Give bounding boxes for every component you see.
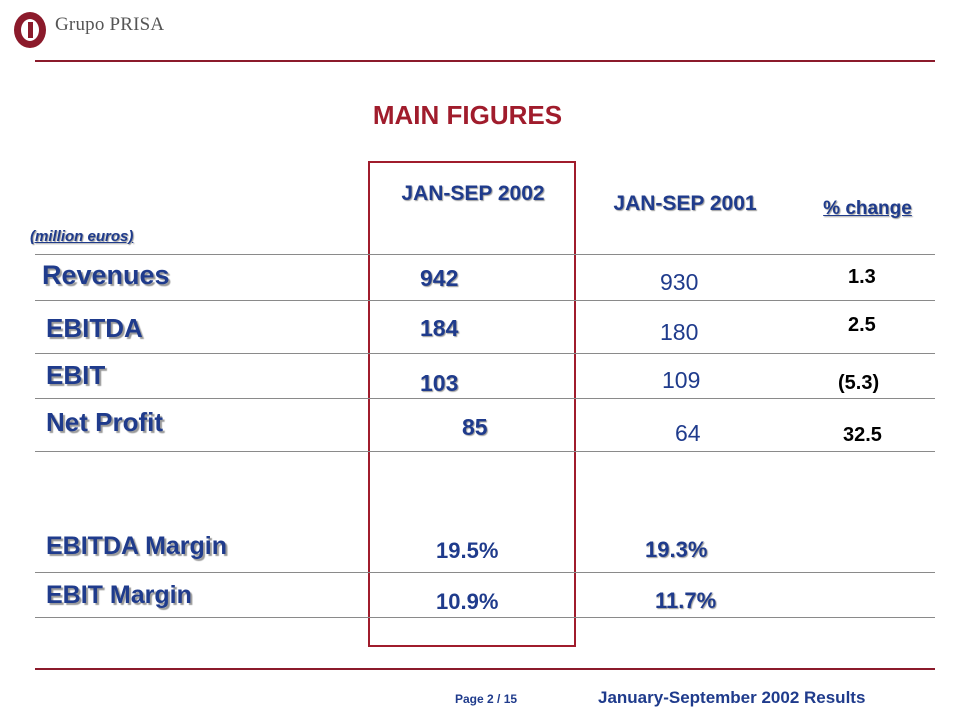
page-title: MAIN FIGURES [372, 100, 563, 130]
ebit-2002-value: 103 [420, 370, 459, 396]
row-label-revenues: Revenues [42, 260, 170, 290]
ebitda-margin-2002-value: 19.5% [436, 538, 499, 563]
brand-name: Grupo PRISA [55, 14, 165, 35]
row-label-ebit-margin: EBIT Margin [46, 581, 192, 609]
column-header-change: % change [823, 198, 912, 219]
revenues-2002-value: 942 [420, 265, 459, 291]
row-label-ebitda: EBITDA [46, 313, 143, 343]
footer-divider [35, 668, 935, 670]
ebitda-2002-value: 184 [420, 315, 459, 341]
row-divider [35, 398, 935, 399]
footer-report-title: January-September 2002 Results [598, 688, 866, 707]
revenues-2001-value: 930 [660, 269, 699, 295]
ebit-change-value: (5.3) [838, 372, 880, 394]
row-label-ebitda-margin: EBITDA Margin [46, 532, 228, 560]
column-header-previous: JAN-SEP 2001 [613, 192, 757, 215]
ebit-2001-value: 109 [662, 367, 701, 393]
units-note: (million euros) [30, 228, 134, 245]
row-divider [35, 254, 935, 255]
net-profit-2001-value: 64 [675, 420, 701, 446]
row-divider [35, 300, 935, 301]
ebit-margin-2001-value: 11.7% [655, 588, 717, 613]
revenues-change-value: 1.3 [848, 266, 876, 288]
header-divider [35, 60, 935, 62]
current-period-highlight [368, 161, 576, 647]
row-divider [35, 572, 935, 573]
net-profit-2002-value: 85 [462, 414, 488, 440]
row-divider [35, 451, 935, 452]
page-number: Page 2 / 15 [455, 692, 518, 706]
grupo-prisa-logo-icon [14, 12, 46, 48]
net-profit-change-value: 32.5 [843, 424, 882, 446]
column-header-current: JAN-SEP 2002 [401, 182, 545, 205]
row-label-ebit: EBIT [46, 360, 106, 390]
row-label-net-profit: Net Profit [46, 407, 163, 437]
row-divider [35, 617, 935, 618]
row-divider [35, 353, 935, 354]
ebitda-change-value: 2.5 [848, 314, 876, 336]
ebitda-margin-2001-value: 19.3% [645, 537, 708, 562]
ebit-margin-2002-value: 10.9% [436, 589, 499, 614]
ebitda-2001-value: 180 [660, 319, 699, 345]
